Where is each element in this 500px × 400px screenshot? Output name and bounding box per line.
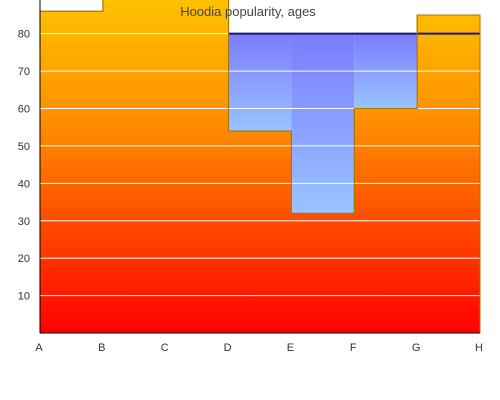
x-tick-label-F: F [350, 342, 357, 354]
area-series-2-band [228, 33, 292, 131]
y-tick-label-20: 20 [18, 253, 30, 265]
x-tick-label-B: B [98, 342, 105, 354]
y-tick-label-10: 10 [18, 291, 30, 303]
x-tick-label-D: D [224, 342, 232, 354]
x-tick-label-H: H [475, 342, 483, 354]
x-tick-label-E: E [287, 342, 294, 354]
y-tick-label-80: 80 [18, 29, 30, 41]
y-tick-label-70: 70 [18, 66, 30, 78]
x-tick-label-C: C [161, 342, 169, 354]
x-tick-label-G: G [412, 342, 421, 354]
area-series-2-band [291, 33, 355, 214]
y-tick-label-60: 60 [18, 104, 30, 116]
chart-title: Hoodia popularity, ages [180, 4, 316, 19]
y-tick-label-40: 40 [18, 178, 30, 190]
area-series-1-outline [39, 0, 481, 333]
y-tick-label-50: 50 [18, 141, 30, 153]
x-tick-label-A: A [35, 342, 43, 354]
y-tick-label-30: 30 [18, 216, 30, 228]
